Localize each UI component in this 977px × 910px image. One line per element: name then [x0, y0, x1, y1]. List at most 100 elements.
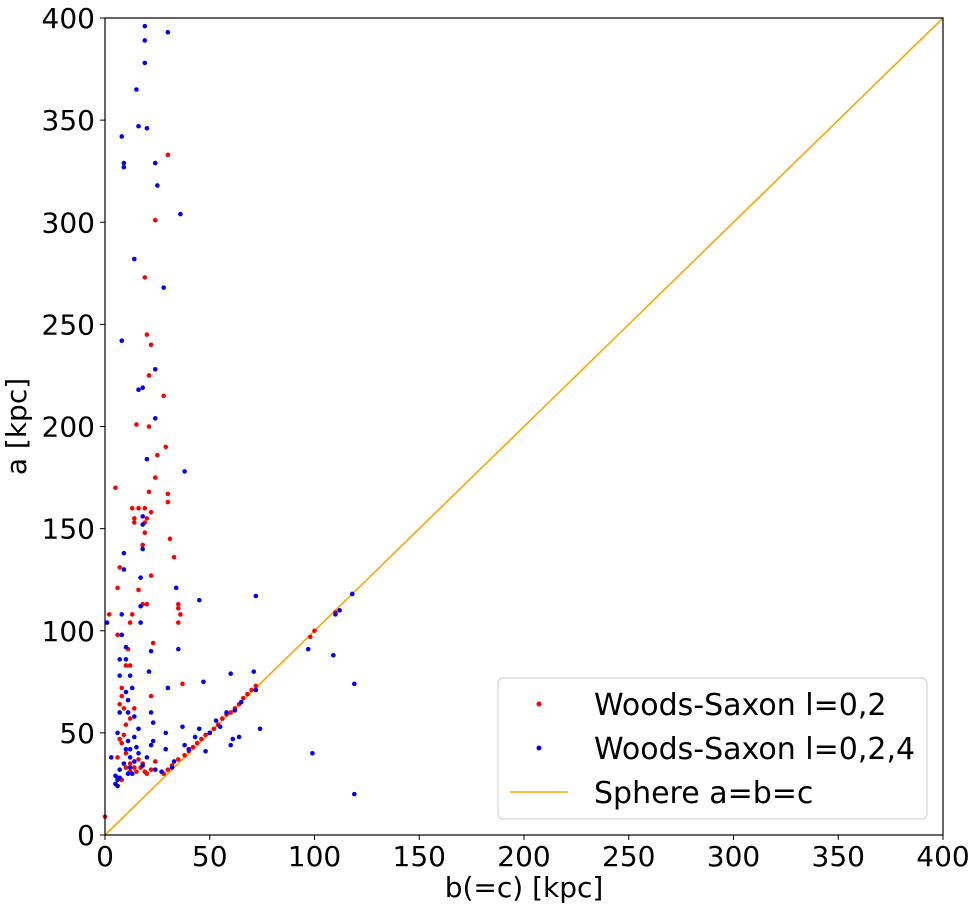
y-axis: 0 50 100 150 200 250 300 350 400 [42, 2, 105, 852]
series-1-point-62 [163, 730, 169, 736]
series-1-point-55 [152, 367, 158, 372]
series-1-point-91 [253, 593, 259, 599]
series-1-point-32 [132, 256, 137, 262]
y-tick-label-6: 300 [42, 206, 95, 239]
series-0-point-39 [155, 452, 160, 458]
series-1-point-45 [142, 60, 148, 66]
series-1-point-14 [119, 338, 125, 344]
series-1-point-88 [238, 699, 244, 705]
series-1-point-46 [142, 38, 148, 43]
series-1-point-64 [165, 685, 171, 691]
series-1-point-72 [182, 469, 187, 474]
series-1-point-48 [144, 456, 150, 462]
series-0-point-52 [180, 681, 185, 687]
series-0-point-95 [245, 691, 250, 697]
series-1-point-85 [230, 736, 236, 742]
series-0-point-29 [146, 489, 152, 495]
series-0-point-54 [119, 740, 125, 746]
series-1-point-69 [178, 211, 183, 217]
series-1-point-27 [129, 771, 135, 777]
x-tick-label-6: 300 [707, 840, 760, 873]
series-1-point-65 [169, 765, 175, 770]
series-0-point-58 [136, 757, 141, 762]
series-1-point-25 [127, 755, 133, 760]
series-1-point-34 [136, 123, 141, 129]
series-0-point-32 [146, 373, 152, 378]
series-0-point-85 [203, 732, 208, 738]
series-1-point-71 [182, 742, 187, 748]
series-0-point-20 [136, 587, 141, 593]
x-tick-label-7: 350 [812, 840, 865, 873]
series-1-point-19 [123, 657, 129, 662]
series-0-point-99 [312, 628, 317, 634]
series-1-point-109 [148, 742, 154, 748]
series-0-point-65 [123, 765, 129, 770]
series-0-point-2 [113, 485, 118, 491]
series-1-point-66 [171, 759, 177, 764]
series-0-point-35 [142, 275, 148, 280]
series-1-point-16 [121, 164, 127, 170]
series-0-point-41 [161, 393, 166, 399]
series-0-point-67 [134, 769, 139, 774]
series-1-point-22 [125, 710, 131, 715]
series-1-point-100 [352, 791, 357, 797]
y-tick-label-0: 0 [77, 819, 95, 852]
series-1-point-7 [117, 710, 122, 715]
series-1-point-78 [203, 748, 208, 754]
series-1-point-8 [117, 673, 122, 678]
series-1-point-0 [104, 620, 110, 625]
series-0-point-73 [132, 706, 137, 711]
series-1-point-28 [132, 759, 137, 764]
series-0-point-72 [127, 716, 133, 721]
legend: Woods-Saxon l=0,2 Woods-Saxon l=0,2,4 Sphe… [497, 677, 928, 820]
series-1-point-23 [125, 738, 131, 744]
y-tick-label-1: 50 [59, 717, 95, 750]
series-1-point-90 [253, 687, 259, 693]
series-0-point-46 [165, 152, 171, 158]
series-0-point-69 [142, 769, 148, 774]
series-0-point-15 [132, 520, 137, 525]
series-0-point-42 [163, 444, 169, 450]
series-1-point-17 [121, 160, 127, 166]
series-0-point-34 [146, 424, 152, 429]
series-1-point-20 [123, 689, 129, 695]
y-tick-label-7: 350 [42, 104, 95, 137]
series-1-point-49 [144, 125, 150, 131]
series-1-point-35 [136, 387, 141, 393]
series-0-point-44 [165, 491, 171, 497]
series-1-point-39 [136, 726, 141, 732]
series-1-point-108 [144, 755, 150, 760]
series-1-point-40 [134, 744, 139, 750]
series-1-point-87 [236, 734, 242, 740]
series-1-point-82 [224, 710, 229, 715]
series-0-point-62 [152, 759, 158, 764]
legend-box [497, 677, 928, 820]
series-0-point-3 [115, 585, 120, 591]
series-0-point-1 [106, 612, 112, 617]
series-1-point-29 [132, 734, 137, 740]
series-0-point-38 [152, 475, 158, 480]
series-0-point-98 [308, 634, 313, 640]
series-1-point-2 [113, 773, 118, 779]
series-1-point-95 [331, 652, 336, 658]
series-0-point-25 [142, 505, 148, 511]
series-0-point-33 [148, 342, 154, 348]
series-1-point-12 [121, 567, 127, 572]
x-tick-label-4: 200 [497, 840, 550, 873]
series-1-point-74 [192, 734, 198, 740]
series-0-point-71 [121, 732, 127, 738]
series-0-point-14 [129, 612, 135, 617]
series-0-point-22 [142, 530, 148, 536]
series-1-point-111 [132, 714, 137, 719]
series-1-point-77 [201, 679, 206, 685]
y-axis-label: a [kpc] [0, 378, 33, 475]
series-1-point-6 [115, 730, 120, 736]
series-1-point-54 [150, 738, 156, 744]
series-1-point-10 [119, 632, 125, 638]
series-0-point-31 [144, 332, 150, 337]
series-0-point-37 [148, 693, 154, 699]
series-1-point-89 [251, 669, 257, 674]
series-1-point-107 [140, 763, 146, 768]
series-1-point-57 [152, 160, 158, 166]
series-1-point-96 [333, 612, 338, 617]
